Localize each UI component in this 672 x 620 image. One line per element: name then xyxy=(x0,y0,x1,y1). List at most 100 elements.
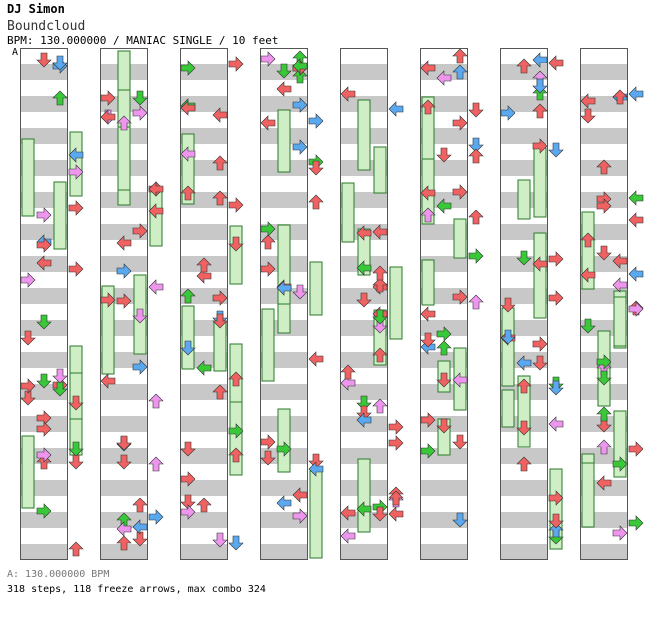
step-arrow-icon xyxy=(196,497,212,513)
step-arrow-icon xyxy=(132,90,148,106)
step-arrow-icon xyxy=(132,223,148,239)
step-arrow-icon xyxy=(516,420,532,436)
step-arrow-icon xyxy=(308,453,324,469)
step-arrow-icon xyxy=(596,159,612,175)
chart-column xyxy=(20,48,84,560)
step-arrow-icon xyxy=(212,290,228,306)
step-arrow-icon xyxy=(52,90,68,106)
beat-stripe xyxy=(180,384,228,400)
beat-stripe xyxy=(340,544,388,560)
step-arrow-icon xyxy=(276,81,292,97)
step-arrow-icon xyxy=(116,435,132,451)
beat-stripe xyxy=(20,512,68,528)
step-arrow-icon xyxy=(612,277,628,293)
step-arrow-icon xyxy=(500,105,516,121)
step-arrow-icon xyxy=(580,108,596,124)
step-arrow-icon xyxy=(180,185,196,201)
freeze-arrow xyxy=(613,296,627,347)
freeze-arrow xyxy=(453,218,467,259)
step-arrow-icon xyxy=(132,359,148,375)
step-arrow-icon xyxy=(148,279,164,295)
step-arrow-icon xyxy=(36,503,52,519)
step-arrow-icon xyxy=(468,209,484,225)
step-arrow-icon xyxy=(452,289,468,305)
beat-stripe xyxy=(180,512,228,528)
step-arrow-icon xyxy=(596,475,612,491)
step-arrow-icon xyxy=(36,314,52,330)
step-arrow-icon xyxy=(628,190,644,206)
step-arrow-icon xyxy=(516,58,532,74)
step-arrow-icon xyxy=(228,56,244,72)
step-arrow-icon xyxy=(372,347,388,363)
step-arrow-icon xyxy=(532,78,548,94)
step-arrow-icon xyxy=(436,198,452,214)
freeze-arrow xyxy=(229,225,243,285)
step-arrow-icon xyxy=(452,512,468,528)
step-arrow-icon xyxy=(596,198,612,214)
step-arrow-icon xyxy=(388,506,404,522)
step-arrow-icon xyxy=(420,207,436,223)
step-arrow-icon xyxy=(212,190,228,206)
step-arrow-icon xyxy=(548,490,564,506)
beat-stripe xyxy=(100,384,148,400)
step-arrow-icon xyxy=(628,441,644,457)
step-arrow-icon xyxy=(292,284,308,300)
step-arrow-icon xyxy=(532,355,548,371)
step-arrow-icon xyxy=(308,351,324,367)
freeze-arrow xyxy=(533,232,547,319)
column-border xyxy=(180,48,228,560)
chart-column xyxy=(340,48,404,560)
chart-column xyxy=(100,48,164,560)
step-arrow-icon xyxy=(68,147,84,163)
beat-stripe xyxy=(420,544,468,560)
step-arrow-icon xyxy=(452,434,468,450)
step-arrow-icon xyxy=(308,113,324,129)
step-arrow-icon xyxy=(596,370,612,386)
step-arrow-icon xyxy=(292,487,308,503)
step-arrow-icon xyxy=(228,423,244,439)
step-arrow-icon xyxy=(596,406,612,422)
step-arrow-icon xyxy=(596,354,612,370)
step-arrow-icon xyxy=(260,450,276,466)
step-arrow-icon xyxy=(68,200,84,216)
column-border xyxy=(420,48,468,560)
beat-stripe xyxy=(340,448,388,464)
step-arrow-icon xyxy=(580,232,596,248)
step-arrow-icon xyxy=(116,235,132,251)
chart-column xyxy=(500,48,564,560)
step-arrow-icon xyxy=(292,97,308,113)
step-arrow-icon xyxy=(420,99,436,115)
step-arrow-icon xyxy=(132,308,148,324)
freeze-arrow xyxy=(69,131,83,197)
step-arrow-icon xyxy=(260,434,276,450)
column-border xyxy=(100,48,148,560)
step-arrow-icon xyxy=(148,393,164,409)
step-arrow-icon xyxy=(228,535,244,551)
step-arrow-icon xyxy=(68,164,84,180)
step-arrow-icon xyxy=(452,372,468,388)
step-arrow-icon xyxy=(532,138,548,154)
beat-stripe xyxy=(20,544,68,560)
step-arrow-icon xyxy=(260,115,276,131)
step-arrow-icon xyxy=(116,293,132,309)
beat-stripe xyxy=(500,512,548,528)
beat-stripe xyxy=(340,64,388,80)
step-arrow-icon xyxy=(228,447,244,463)
step-arrow-icon xyxy=(100,373,116,389)
step-arrow-icon xyxy=(276,280,292,296)
beat-stripe xyxy=(500,128,548,144)
step-arrow-icon xyxy=(548,513,564,529)
step-arrow-icon xyxy=(68,395,84,411)
step-arrow-icon xyxy=(548,290,564,306)
column-border xyxy=(20,48,68,560)
beat-stripe xyxy=(20,288,68,304)
freeze-arrow xyxy=(53,181,67,250)
step-arrow-icon xyxy=(548,55,564,71)
step-arrow-icon xyxy=(116,535,132,551)
step-arrow-icon xyxy=(340,528,356,544)
step-arrow-icon xyxy=(132,105,148,121)
step-arrow-icon xyxy=(420,412,436,428)
freeze-arrow xyxy=(581,462,595,528)
step-arrow-icon xyxy=(516,456,532,472)
